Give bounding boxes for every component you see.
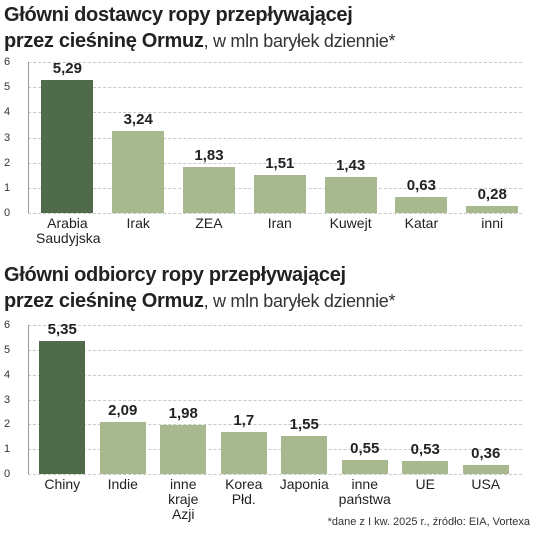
y-tick-label: 6 bbox=[4, 56, 11, 68]
data-label: 1,98 bbox=[168, 404, 198, 422]
x-tick-label: Indie bbox=[107, 476, 138, 492]
y-axis bbox=[28, 62, 29, 213]
data-label: 1,43 bbox=[335, 157, 366, 174]
bar bbox=[395, 197, 448, 213]
grid-line bbox=[28, 424, 522, 426]
chart-header: Główni odbiorcy ropy przepływającej przez… bbox=[4, 262, 396, 314]
grid-line bbox=[28, 349, 522, 351]
data-label: 5,29 bbox=[52, 59, 82, 77]
chart-title: przez cieśninę Ormuz bbox=[4, 290, 204, 312]
data-label: 0,53 bbox=[410, 440, 440, 458]
data-label: 0,28 bbox=[477, 185, 507, 203]
x-tick-label: ZEA bbox=[195, 215, 223, 231]
y-tick-label: 3 bbox=[4, 393, 11, 406]
x-tick-label: UE bbox=[415, 476, 435, 492]
y-axis bbox=[28, 325, 29, 474]
x-tick-label: USA bbox=[471, 476, 501, 492]
chart-title: przez cieśninę Ormuz bbox=[4, 30, 204, 52]
x-tick-label: Arabia Saudyjska bbox=[36, 215, 101, 246]
chart-title: Główni odbiorcy ropy przepływającej bbox=[4, 264, 346, 286]
y-tick-label: 2 bbox=[4, 418, 11, 431]
x-tick-label: Chiny bbox=[44, 476, 81, 492]
bar bbox=[281, 435, 328, 474]
bar bbox=[253, 174, 306, 213]
x-tick-label: Japonia bbox=[279, 476, 329, 492]
bar bbox=[462, 465, 509, 474]
data-label: 2,09 bbox=[108, 402, 138, 420]
y-tick-label: 5 bbox=[4, 81, 11, 94]
x-tick-label: inni bbox=[481, 215, 504, 231]
data-label: 1,55 bbox=[289, 415, 319, 433]
data-label: 1,7 bbox=[233, 411, 255, 429]
x-tick-label: Katar bbox=[404, 215, 439, 231]
footnote: *dane z I kw. 2025 r., źródło: EIA, Vort… bbox=[327, 516, 530, 528]
bar bbox=[112, 131, 165, 213]
y-tick-label: 4 bbox=[4, 106, 11, 119]
bar bbox=[341, 460, 388, 474]
grid-line bbox=[28, 374, 522, 376]
bar bbox=[402, 460, 449, 474]
x-tick-label: Iran bbox=[267, 215, 292, 231]
title-line: przez cieśninę Ormuz, w mln baryłek dzie… bbox=[4, 288, 396, 314]
bar bbox=[324, 177, 377, 213]
bar bbox=[41, 79, 94, 213]
grid-line bbox=[28, 213, 522, 214]
grid-line bbox=[28, 62, 522, 63]
x-tick-label: Kuwejt bbox=[329, 215, 372, 231]
data-label: 0,55 bbox=[350, 440, 380, 458]
x-tick-label: Korea Płd. bbox=[225, 476, 263, 507]
chart-subtitle: , w mln baryłek dziennie* bbox=[203, 291, 396, 311]
y-tick-label: 6 bbox=[4, 319, 11, 331]
grid-line bbox=[28, 87, 522, 89]
bar bbox=[466, 205, 519, 213]
y-tick-label: 0 bbox=[4, 468, 11, 480]
y-tick-label: 4 bbox=[4, 368, 11, 381]
bar bbox=[99, 422, 146, 474]
grid-line bbox=[28, 112, 522, 114]
data-label: 5,35 bbox=[47, 321, 77, 339]
chart-title: Główni dostawcy ropy przepływającej bbox=[4, 4, 353, 26]
grid-line bbox=[28, 325, 522, 326]
grid-line bbox=[28, 449, 522, 451]
data-label: 3,24 bbox=[123, 111, 153, 129]
grid-line bbox=[28, 474, 522, 475]
y-tick-label: 3 bbox=[4, 131, 11, 144]
chart-subtitle: , w mln baryłek dziennie* bbox=[203, 31, 396, 51]
y-tick-label: 1 bbox=[4, 181, 11, 194]
grid-line bbox=[28, 399, 522, 401]
y-tick-label: 1 bbox=[4, 443, 11, 456]
bar bbox=[183, 166, 235, 213]
y-tick-label: 2 bbox=[4, 156, 11, 169]
chart-header: Główni dostawcy ropy przepływającej przez… bbox=[4, 2, 396, 54]
data-label: 1,83 bbox=[194, 146, 224, 164]
bar bbox=[160, 424, 207, 474]
grid-line bbox=[28, 137, 522, 139]
bar bbox=[220, 431, 267, 474]
x-tick-label: inne kraje Azji bbox=[168, 476, 199, 522]
y-tick-label: 5 bbox=[4, 343, 11, 356]
bar bbox=[39, 341, 86, 474]
data-label: 1,51 bbox=[265, 154, 295, 172]
x-tick-label: inne państwa bbox=[338, 476, 391, 507]
title-line: przez cieśninę Ormuz, w mln baryłek dzie… bbox=[4, 28, 396, 54]
x-tick-label: Irak bbox=[126, 215, 150, 231]
data-label: 0,36 bbox=[471, 445, 501, 463]
data-label: 0,63 bbox=[406, 177, 436, 195]
grid-line bbox=[28, 162, 522, 164]
y-tick-label: 0 bbox=[4, 207, 11, 219]
